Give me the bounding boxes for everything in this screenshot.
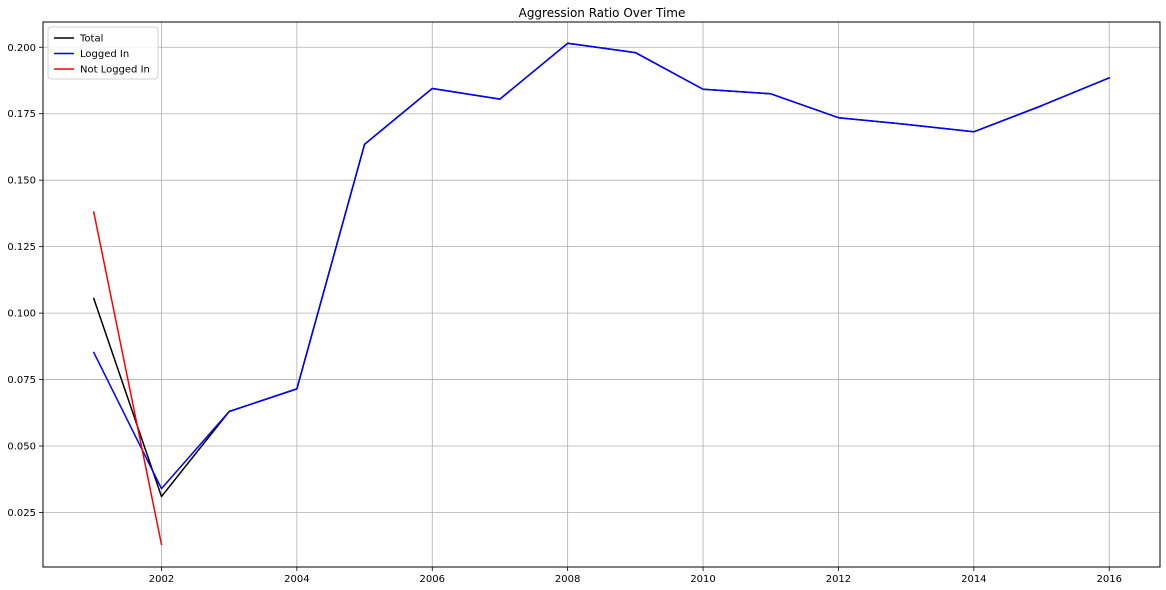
x-tick-label: 2012	[826, 574, 851, 585]
series-line-not-logged-in	[92, 211, 163, 546]
y-tick-label: 0.200	[7, 43, 36, 54]
y-tick-label: 0.100	[7, 309, 36, 320]
grid	[43, 22, 1160, 567]
legend-label: Not Logged In	[80, 65, 150, 76]
x-tick-label: 2010	[690, 574, 715, 585]
series-line-logged-in	[92, 42, 1111, 490]
x-tick-label: 2014	[961, 574, 986, 585]
y-tick-label: 0.025	[7, 508, 36, 519]
x-tick-label: 2008	[555, 574, 580, 585]
x-tick-label: 2002	[149, 574, 174, 585]
plot-area-frame	[42, 21, 1161, 568]
legend: Total Logged In Not Logged In	[47, 26, 159, 80]
y-tick-label: 0.150	[7, 176, 36, 187]
y-tick-label: 0.175	[7, 109, 36, 120]
axis-ticks: 2002 2004 2006 2008 2010 2012 2014 2016 0.025 0.0…	[7, 43, 1122, 585]
y-tick-label: 0.050	[7, 442, 36, 453]
x-tick-label: 2006	[420, 574, 445, 585]
x-tick-label: 2004	[284, 574, 309, 585]
y-tick-label: 0.125	[7, 242, 36, 253]
legend-label: Total	[79, 34, 103, 45]
legend-box	[47, 26, 159, 80]
y-tick-label: 0.075	[7, 375, 36, 386]
legend-label: Logged In	[80, 49, 129, 60]
series-lines	[92, 42, 1111, 546]
x-tick-label: 2016	[1097, 574, 1122, 585]
chart-title: Aggression Ratio Over Time	[519, 6, 686, 20]
